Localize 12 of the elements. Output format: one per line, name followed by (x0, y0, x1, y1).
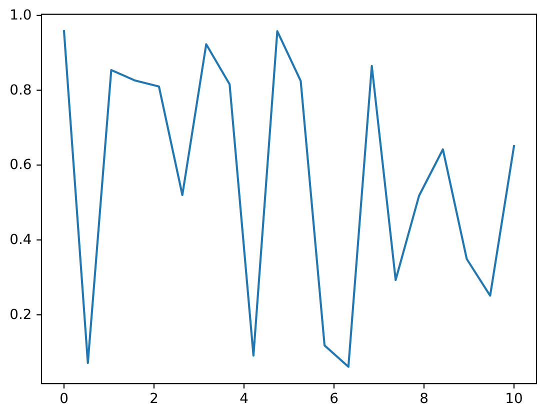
y-tick-label: 0.6 (10, 157, 32, 174)
x-tick-label: 2 (150, 390, 158, 407)
x-tick-label: 4 (240, 390, 249, 407)
x-tick-label: 0 (60, 390, 68, 407)
y-tick-label: 0.2 (10, 306, 32, 323)
x-tick-label: 10 (505, 390, 523, 407)
x-tick-label: 6 (330, 390, 338, 407)
line-series (62, 30, 516, 368)
x-tick-label: 8 (420, 390, 428, 407)
y-tick-label: 0.8 (10, 82, 32, 98)
y-tick-label: 0.4 (10, 232, 32, 248)
y-tick-label: 1.0 (10, 7, 32, 24)
